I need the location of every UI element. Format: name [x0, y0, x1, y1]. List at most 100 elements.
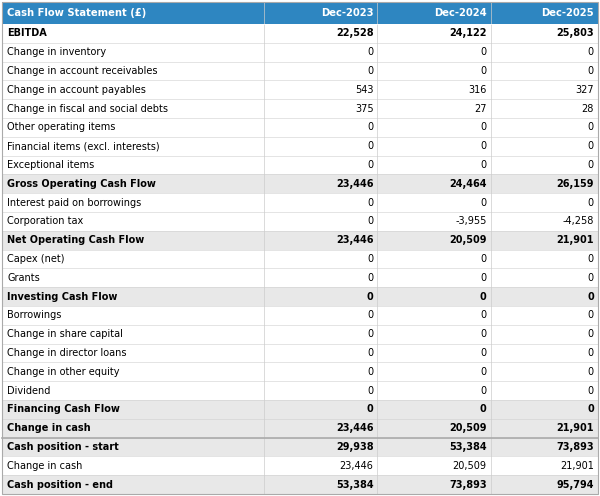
Text: Change in inventory: Change in inventory: [7, 47, 106, 57]
Text: 0: 0: [367, 273, 373, 283]
Text: Dec-2023: Dec-2023: [321, 8, 373, 18]
Text: 0: 0: [588, 273, 594, 283]
Text: 23,446: 23,446: [336, 235, 373, 245]
Text: Change in cash: Change in cash: [7, 423, 91, 433]
Text: 0: 0: [588, 141, 594, 151]
Text: 21,901: 21,901: [557, 423, 594, 433]
Text: 543: 543: [355, 85, 373, 95]
Text: Change in cash: Change in cash: [7, 461, 82, 471]
Text: Financing Cash Flow: Financing Cash Flow: [7, 404, 120, 414]
Text: 0: 0: [367, 66, 373, 76]
Bar: [2, 2, 598, 24]
Text: Change in director loans: Change in director loans: [7, 348, 127, 358]
Text: 0: 0: [587, 292, 594, 302]
Text: 27: 27: [474, 104, 487, 114]
Bar: [2, 268, 598, 287]
Text: 0: 0: [481, 310, 487, 320]
Bar: [2, 419, 598, 437]
Bar: [2, 62, 598, 80]
Bar: [2, 287, 598, 306]
Text: Change in other equity: Change in other equity: [7, 367, 119, 377]
Text: Cash position - end: Cash position - end: [7, 480, 113, 490]
Text: 24,464: 24,464: [449, 179, 487, 189]
Text: 0: 0: [587, 404, 594, 414]
Text: Other operating items: Other operating items: [7, 123, 115, 132]
Text: 0: 0: [481, 197, 487, 208]
Text: -3,955: -3,955: [455, 216, 487, 226]
Text: 0: 0: [588, 367, 594, 377]
Text: 0: 0: [588, 385, 594, 396]
Text: 0: 0: [588, 160, 594, 170]
Text: Change in share capital: Change in share capital: [7, 329, 123, 339]
Text: Interest paid on borrowings: Interest paid on borrowings: [7, 197, 141, 208]
Text: Borrowings: Borrowings: [7, 310, 61, 320]
Text: 20,509: 20,509: [453, 461, 487, 471]
Text: Dec-2024: Dec-2024: [434, 8, 487, 18]
Text: 21,901: 21,901: [560, 461, 594, 471]
Text: Dec-2025: Dec-2025: [541, 8, 594, 18]
Text: Gross Operating Cash Flow: Gross Operating Cash Flow: [7, 179, 156, 189]
Bar: [2, 325, 598, 344]
Text: Cash Flow Statement (£): Cash Flow Statement (£): [7, 8, 146, 18]
Bar: [2, 344, 598, 363]
Text: Net Operating Cash Flow: Net Operating Cash Flow: [7, 235, 144, 245]
Text: 95,794: 95,794: [557, 480, 594, 490]
Text: 0: 0: [367, 367, 373, 377]
Text: 73,893: 73,893: [556, 442, 594, 452]
Text: Change in fiscal and social debts: Change in fiscal and social debts: [7, 104, 168, 114]
Bar: [2, 137, 598, 156]
Text: -4,258: -4,258: [563, 216, 594, 226]
Text: 0: 0: [367, 141, 373, 151]
Text: 0: 0: [588, 329, 594, 339]
Text: Change in account payables: Change in account payables: [7, 85, 146, 95]
Bar: [2, 306, 598, 325]
Text: 0: 0: [481, 141, 487, 151]
Text: Corporation tax: Corporation tax: [7, 216, 83, 226]
Bar: [2, 24, 598, 43]
Text: 0: 0: [588, 123, 594, 132]
Text: 375: 375: [355, 104, 373, 114]
Text: 73,893: 73,893: [449, 480, 487, 490]
Text: 0: 0: [481, 47, 487, 57]
Text: 28: 28: [581, 104, 594, 114]
Bar: [2, 475, 598, 494]
Text: 20,509: 20,509: [449, 423, 487, 433]
Text: 0: 0: [481, 123, 487, 132]
Text: 0: 0: [367, 329, 373, 339]
Bar: [2, 193, 598, 212]
Bar: [2, 118, 598, 137]
Text: 0: 0: [367, 47, 373, 57]
Text: 0: 0: [588, 348, 594, 358]
Text: 23,446: 23,446: [340, 461, 373, 471]
Text: 0: 0: [588, 47, 594, 57]
Text: 29,938: 29,938: [336, 442, 373, 452]
Text: Investing Cash Flow: Investing Cash Flow: [7, 292, 118, 302]
Bar: [2, 156, 598, 175]
Bar: [2, 175, 598, 193]
Text: 0: 0: [367, 160, 373, 170]
Text: 26,159: 26,159: [557, 179, 594, 189]
Text: 0: 0: [481, 254, 487, 264]
Bar: [2, 231, 598, 249]
Text: 21,901: 21,901: [557, 235, 594, 245]
Text: Cash position - start: Cash position - start: [7, 442, 119, 452]
Text: 0: 0: [367, 292, 373, 302]
Text: Change in account receivables: Change in account receivables: [7, 66, 157, 76]
Text: 0: 0: [480, 292, 487, 302]
Text: 0: 0: [480, 404, 487, 414]
Bar: [2, 456, 598, 475]
Text: 0: 0: [481, 385, 487, 396]
Bar: [2, 363, 598, 381]
Bar: [2, 400, 598, 419]
Bar: [2, 212, 598, 231]
Text: Capex (net): Capex (net): [7, 254, 65, 264]
Text: Dividend: Dividend: [7, 385, 50, 396]
Text: 53,384: 53,384: [449, 442, 487, 452]
Text: 0: 0: [367, 385, 373, 396]
Text: 22,528: 22,528: [336, 28, 373, 38]
Text: 0: 0: [481, 273, 487, 283]
Text: 0: 0: [367, 216, 373, 226]
Bar: [2, 99, 598, 118]
Bar: [2, 43, 598, 62]
Text: 0: 0: [367, 348, 373, 358]
